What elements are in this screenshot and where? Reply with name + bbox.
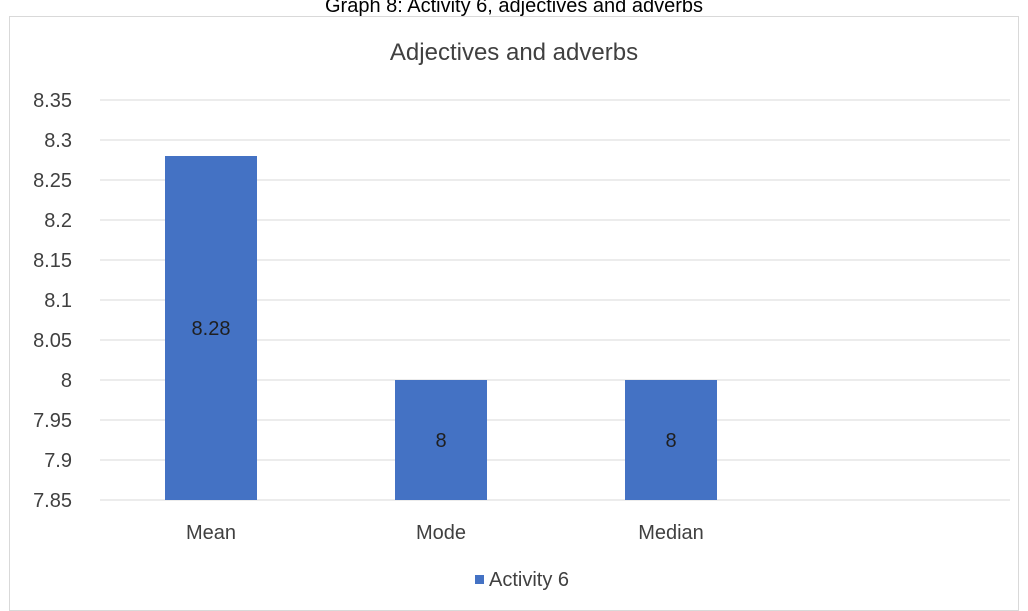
x-tick-label: Median xyxy=(638,522,704,544)
y-tick-label: 7.85 xyxy=(33,490,72,512)
y-tick-label: 8.2 xyxy=(44,210,72,232)
data-label: 8 xyxy=(435,430,446,452)
y-tick-label: 8.15 xyxy=(33,250,72,272)
chart-title: Adjectives and adverbs xyxy=(390,39,638,66)
y-tick-label: 8.05 xyxy=(33,330,72,352)
data-label: 8 xyxy=(665,430,676,452)
y-tick-label: 7.9 xyxy=(44,450,72,472)
data-label: 8.28 xyxy=(192,318,231,340)
y-tick-label: 8.25 xyxy=(33,170,72,192)
bar-mode xyxy=(395,380,487,500)
y-tick-label: 8.1 xyxy=(44,290,72,312)
y-tick-label: 8 xyxy=(61,370,72,392)
y-tick-label: 8.35 xyxy=(33,90,72,112)
y-tick-label: 8.3 xyxy=(44,130,72,152)
bar-median xyxy=(625,380,717,500)
legend-swatch xyxy=(475,575,484,584)
x-tick-label: Mode xyxy=(416,522,466,544)
y-tick-label: 7.95 xyxy=(33,410,72,432)
legend-label: Activity 6 xyxy=(489,569,569,591)
figure-caption: Graph 8: Activity 6, adjectives and adve… xyxy=(325,0,703,17)
x-tick-label: Mean xyxy=(186,522,236,544)
bar-mean xyxy=(165,156,257,500)
